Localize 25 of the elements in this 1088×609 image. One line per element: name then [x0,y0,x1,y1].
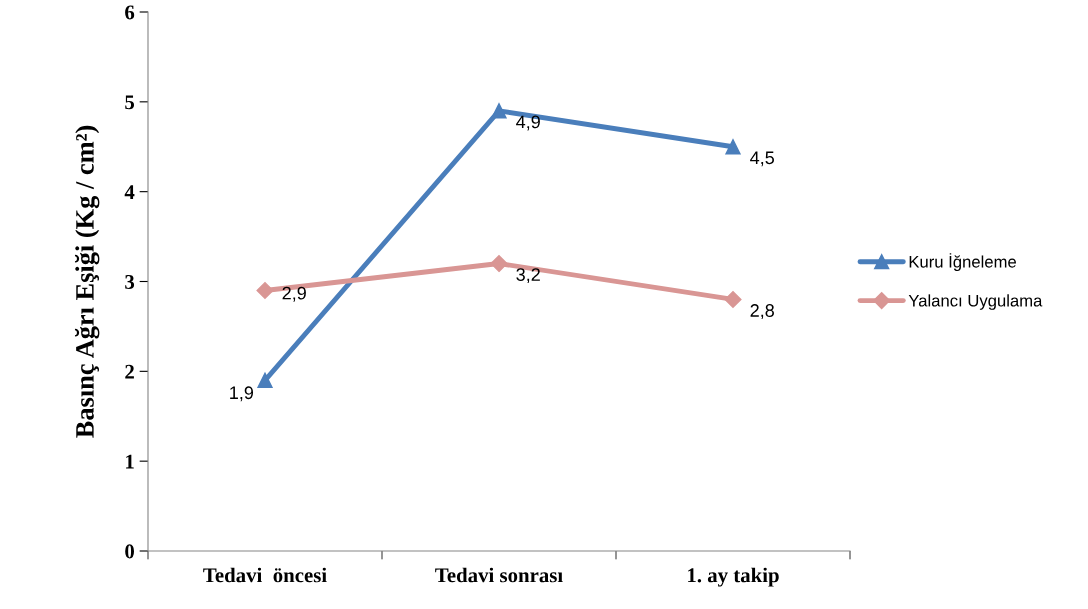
x-tick-label: 1. ay takip [688,567,779,587]
y-tick-label: 3 [125,274,135,289]
y-tick-label: 2 [125,364,134,379]
point [491,103,507,119]
data-label: 2,9 [282,286,306,302]
point [724,290,742,309]
legend-label: Kuru İğneleme [909,253,1016,271]
data-label: 3,2 [516,268,540,284]
y-axis-title: Basınç Ağrı Eşiği (Kg / cm²) [74,125,100,438]
data-label: 2,8 [750,304,774,320]
point [257,372,273,388]
y-tick-label: 1 [126,454,134,469]
legend-label: Yalancı Uygulama [908,294,1043,310]
point [725,139,741,155]
point [490,254,508,273]
y-tick-label: 4 [124,185,135,199]
x-tick-label: Tedavi öncesi [203,567,327,583]
y-tick-label: 0 [125,544,135,559]
x-tick-label: Tedavi sonrası [435,567,563,583]
data-label: 4,5 [750,151,775,167]
data-label: 1,9 [230,386,254,402]
y-tick-label: 5 [125,95,135,110]
point [256,281,274,300]
y-tick-label: 6 [125,5,135,20]
data-label: 4,9 [516,115,540,131]
